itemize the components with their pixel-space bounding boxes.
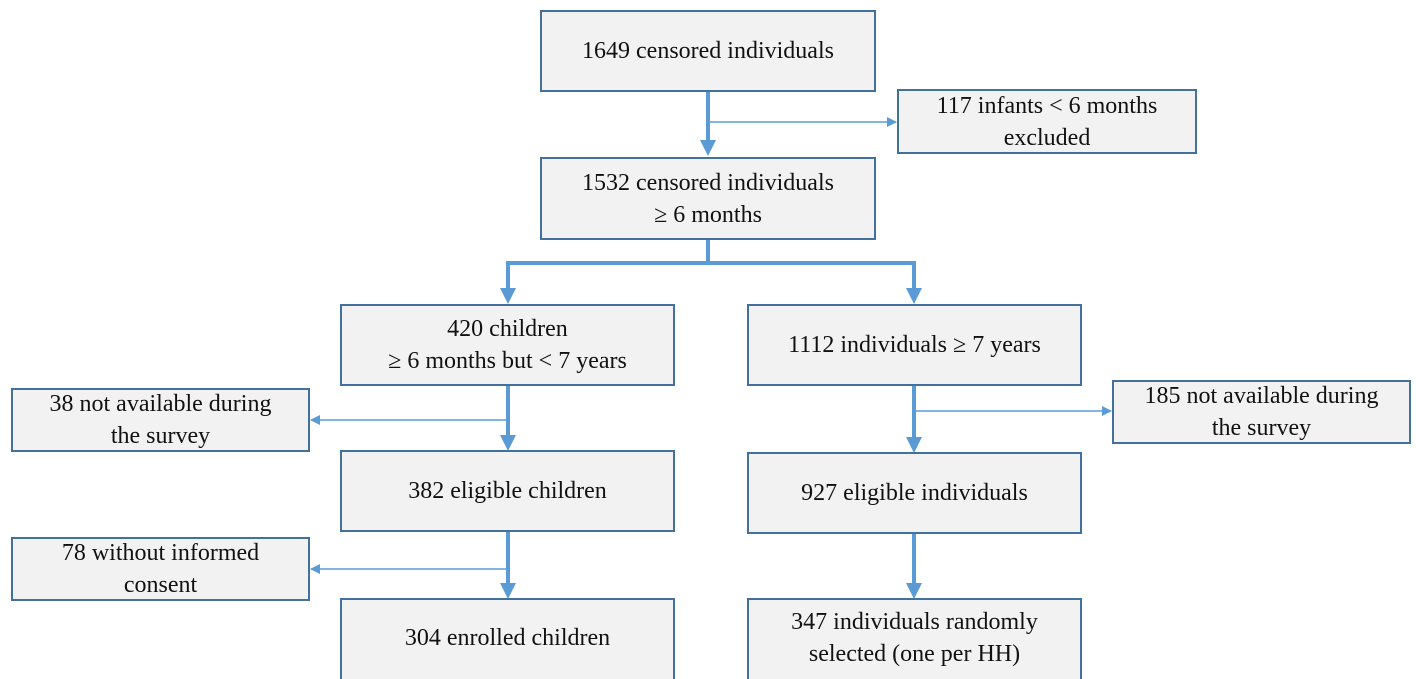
- node-text: 1112 individuals ≥ 7 years: [788, 332, 1041, 358]
- node-box: 78 without informed consent: [11, 537, 310, 601]
- node-text: selected (one per HH): [808, 641, 1021, 667]
- node-text: the survey: [1211, 415, 1312, 441]
- node-text: 382 eligible children: [408, 478, 607, 504]
- node-text: 927 eligible individuals: [801, 480, 1028, 506]
- arrow: [500, 240, 710, 304]
- node-text: 1649 censored individuals: [582, 38, 834, 64]
- node-text: 304 enrolled children: [404, 625, 611, 651]
- node-box: 1112 individuals ≥ 7 years: [747, 304, 1082, 386]
- node-text: ≥ 6 months: [654, 201, 762, 228]
- node-text: 78 without informed: [61, 540, 260, 566]
- node-box: 1649 censored individuals: [540, 10, 876, 92]
- arrow: [708, 261, 922, 304]
- node-box: 38 not available during the survey: [11, 388, 310, 452]
- node-text: ≥ 6 months but < 7 years: [388, 348, 627, 374]
- node-text: 38 not available during: [49, 391, 272, 417]
- node-box: 185 not available during the survey: [1112, 380, 1411, 444]
- node-text: 185 not available during: [1144, 383, 1379, 409]
- node-box: 117 infants < 6 months excluded: [897, 89, 1197, 154]
- node-text: consent: [123, 572, 198, 598]
- node-text: excluded: [1003, 124, 1091, 151]
- node-text: 420 children: [447, 316, 568, 342]
- node-text: the survey: [110, 423, 211, 449]
- node-box: 347 individuals randomly selected (one pe…: [747, 598, 1082, 679]
- node-box: 420 children ≥ 6 months but < 7 years: [340, 304, 675, 386]
- node-box: 1532 censored individuals ≥ 6 months: [540, 157, 876, 240]
- node-text: 1532 censored individuals: [582, 169, 834, 196]
- node-text: 347 individuals randomly: [791, 609, 1038, 635]
- node-text: 117 infants < 6 months: [936, 92, 1158, 119]
- node-box: 927 eligible individuals: [747, 452, 1082, 534]
- node-box: 304 enrolled children: [340, 598, 675, 679]
- node-box: 382 eligible children: [340, 450, 675, 532]
